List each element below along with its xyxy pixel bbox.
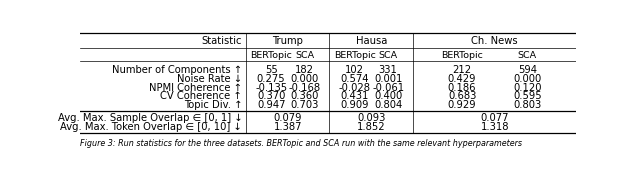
Text: Figure 3: Run statistics for the three datasets. BERTopic and SCA run with the s: Figure 3: Run statistics for the three d…	[81, 139, 522, 148]
Text: 0.079: 0.079	[273, 113, 302, 123]
Text: 1.318: 1.318	[481, 122, 509, 132]
Text: 0.574: 0.574	[340, 74, 369, 84]
Text: 0.683: 0.683	[448, 91, 476, 101]
Text: 0.186: 0.186	[448, 83, 476, 93]
Text: -0.135: -0.135	[255, 83, 287, 93]
Text: 0.093: 0.093	[357, 113, 385, 123]
Text: 55: 55	[265, 65, 278, 75]
Text: 1.852: 1.852	[357, 122, 386, 132]
Text: Topic Div. ↑: Topic Div. ↑	[184, 100, 242, 110]
Text: Avg. Max. Token Overlap ∈ [0, 10] ↓: Avg. Max. Token Overlap ∈ [0, 10] ↓	[60, 122, 242, 132]
Text: Trump: Trump	[273, 36, 303, 46]
Text: 0.360: 0.360	[291, 91, 319, 101]
Text: 0.929: 0.929	[448, 100, 476, 110]
Text: SCA: SCA	[379, 51, 397, 60]
Text: 0.077: 0.077	[481, 113, 509, 123]
Text: 0.000: 0.000	[513, 74, 541, 84]
Text: -0.168: -0.168	[289, 83, 321, 93]
Text: 0.000: 0.000	[291, 74, 319, 84]
Text: 0.275: 0.275	[257, 74, 285, 84]
Text: CV Coherence ↑: CV Coherence ↑	[161, 91, 242, 101]
Text: BERTopic: BERTopic	[441, 51, 483, 60]
Text: Ch. News: Ch. News	[471, 36, 518, 46]
Text: 0.804: 0.804	[374, 100, 403, 110]
Text: 0.429: 0.429	[448, 74, 476, 84]
Text: NPMI Coherence ↑: NPMI Coherence ↑	[149, 83, 242, 93]
Text: 212: 212	[452, 65, 472, 75]
Text: Avg. Max. Sample Overlap ∈ [0, 1] ↓: Avg. Max. Sample Overlap ∈ [0, 1] ↓	[58, 113, 242, 123]
Text: SCA: SCA	[295, 51, 314, 60]
Text: 0.431: 0.431	[340, 91, 369, 101]
Text: 0.595: 0.595	[513, 91, 541, 101]
Text: Statistic: Statistic	[202, 36, 242, 46]
Text: BERTopic: BERTopic	[333, 51, 376, 60]
Text: -0.061: -0.061	[372, 83, 404, 93]
Text: 331: 331	[379, 65, 397, 75]
Text: 1.387: 1.387	[273, 122, 302, 132]
Text: 182: 182	[295, 65, 314, 75]
Text: SCA: SCA	[518, 51, 537, 60]
Text: 0.909: 0.909	[340, 100, 369, 110]
Text: 0.400: 0.400	[374, 91, 403, 101]
Text: BERTopic: BERTopic	[250, 51, 292, 60]
Text: 0.803: 0.803	[513, 100, 541, 110]
Text: 0.370: 0.370	[257, 91, 285, 101]
Text: 0.947: 0.947	[257, 100, 285, 110]
Text: 0.001: 0.001	[374, 74, 403, 84]
Text: Number of Components ↑: Number of Components ↑	[112, 65, 242, 75]
Text: 0.703: 0.703	[291, 100, 319, 110]
Text: Hausa: Hausa	[356, 36, 387, 46]
Text: 594: 594	[518, 65, 537, 75]
Text: Noise Rate ↓: Noise Rate ↓	[177, 74, 242, 84]
Text: -0.028: -0.028	[339, 83, 371, 93]
Text: 102: 102	[345, 65, 364, 75]
Text: 0.120: 0.120	[513, 83, 541, 93]
